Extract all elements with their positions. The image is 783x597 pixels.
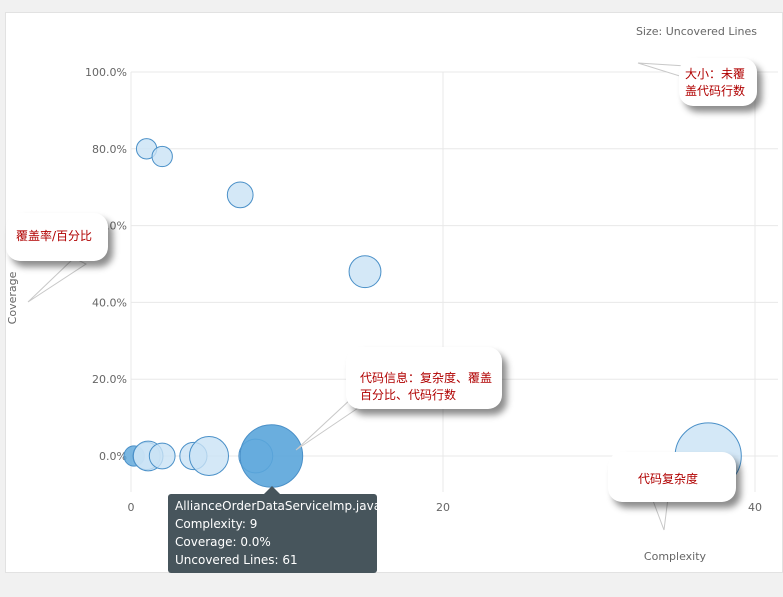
y-tick-label: 20.0%	[92, 373, 127, 386]
size-legend-label: Size: Uncovered Lines	[636, 25, 757, 38]
bubble[interactable]	[148, 442, 176, 470]
bubble[interactable]	[348, 255, 382, 289]
y-axis-label: Coverage	[6, 271, 19, 324]
complexity-callout: 代码复杂度	[608, 452, 736, 502]
tooltip-file-name: AllianceOrderDataServiceImp.java	[175, 499, 382, 513]
tooltip-complexity: Complexity: 9	[175, 517, 258, 531]
coverage-callout-text: 覆盖率/百分比	[16, 229, 93, 243]
y-tick-label: 80.0%	[92, 143, 127, 156]
coverage-callout-pointer	[27, 257, 88, 303]
x-tick-label: 40	[748, 501, 762, 514]
x-tick-label: 0	[128, 501, 135, 514]
tooltip-coverage: Coverage: 0.0%	[175, 535, 271, 549]
y-tick-label: 40.0%	[92, 296, 127, 309]
x-tick-label: 20	[436, 501, 450, 514]
x-axis-label: Complexity	[644, 550, 707, 563]
bubble[interactable]	[151, 145, 173, 168]
y-axis-ticks: 0.0%20.0%40.0%60.0%80.0%100.0%	[85, 66, 127, 463]
tooltip-uncovered: Uncovered Lines: 61	[175, 553, 298, 567]
x-axis-ticks: 0 20 40	[128, 501, 763, 514]
tooltip-arrow	[264, 486, 280, 494]
info-callout: 代码信息：复杂度、覆盖百分比、代码行数	[346, 347, 502, 409]
callout-pointers	[27, 62, 687, 531]
bubble-tooltip: AllianceOrderDataServiceImp.java Complex…	[168, 494, 382, 573]
y-tick-label: 0.0%	[99, 450, 127, 463]
bubbles	[123, 138, 742, 490]
size-callout-text: 大小：未覆盖代码行数	[685, 67, 746, 98]
bubble[interactable]	[188, 435, 230, 477]
complexity-callout-text: 代码复杂度	[638, 472, 699, 486]
bubble[interactable]	[226, 181, 254, 209]
grid-lines	[130, 71, 778, 492]
info-callout-text: 代码信息：复杂度、覆盖百分比、代码行数	[360, 371, 493, 402]
complexity-callout-pointer	[651, 497, 669, 531]
size-callout: 大小：未覆盖代码行数	[679, 58, 757, 106]
y-tick-label: 100.0%	[85, 66, 127, 79]
coverage-callout: 覆盖率/百分比	[6, 213, 108, 261]
highlighted-bubble[interactable]	[239, 424, 304, 488]
